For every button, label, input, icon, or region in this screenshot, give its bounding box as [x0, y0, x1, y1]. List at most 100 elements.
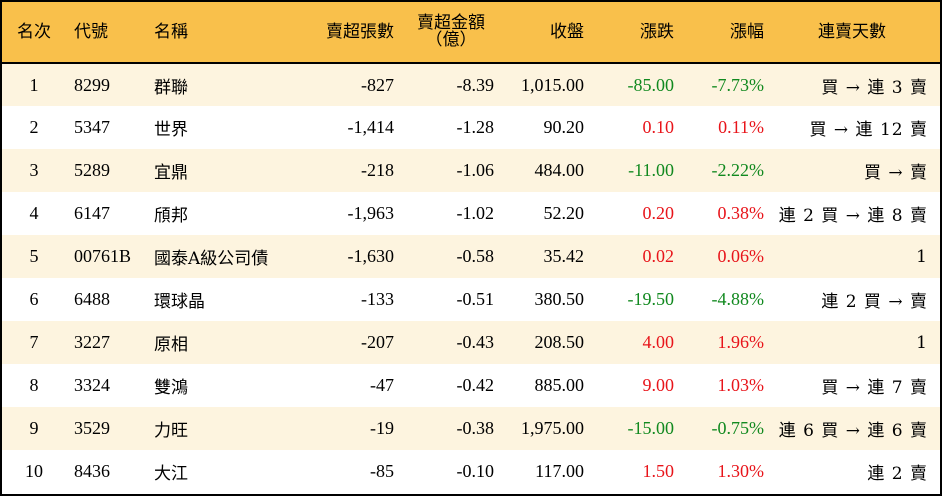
net-sell-lots-cell: -1,414 — [347, 117, 395, 137]
net-sell-amount-cell: -8.39 — [456, 74, 495, 95]
code-cell: 3529 — [74, 418, 110, 438]
net-sell-amount-cell: -1.28 — [456, 117, 495, 137]
net-sell-lots-cell: -85 — [370, 461, 394, 481]
header-name: 名稱 — [154, 21, 188, 42]
header-streak: 連賣天數 — [818, 21, 886, 42]
change-cell: 0.02 — [642, 246, 675, 266]
change-cell: -85.00 — [627, 74, 675, 95]
table-row: 10 8436 大江 -85 -0.10 117.00 1.50 1.30% 連 2 賣 — [2, 450, 940, 493]
rank-cell: 8 — [29, 375, 39, 395]
name-cell: 世界 — [154, 120, 188, 140]
name-cell: 群聯 — [154, 77, 188, 98]
net-sell-amount-cell: -0.51 — [456, 289, 495, 309]
change-pct-cell: 1.30% — [717, 461, 765, 481]
rank-cell: 7 — [29, 332, 39, 352]
header-net-sell-amount: 賣超金額 （億） — [394, 2, 494, 63]
net-sell-amount-cell: -1.02 — [456, 203, 495, 223]
code-cell: 8299 — [74, 74, 110, 95]
code-cell: 00761B — [74, 246, 132, 266]
net-sell-amount-cell: -0.42 — [456, 375, 495, 395]
streak-cell: 連 6 買 → 連 6 賣 — [778, 421, 928, 441]
net-sell-amount-cell: -0.43 — [456, 332, 495, 352]
table-row: 3 5289 宜鼎 -218 -1.06 484.00 -11.00 -2.22% 買 → 賣 — [2, 149, 940, 192]
table-row: 7 3227 原相 -207 -0.43 208.50 4.00 1.96% 1 — [2, 321, 940, 364]
net-sell-lots-cell: -1,963 — [347, 203, 395, 223]
streak-cell: 1 — [916, 332, 928, 353]
streak-cell: 買 → 連 12 賣 — [809, 120, 928, 140]
change-pct-cell: 0.38% — [717, 203, 765, 223]
streak-cell: 連 2 賣 — [867, 464, 928, 484]
net-sell-lots-cell: -47 — [370, 375, 394, 395]
header-net-sell-amount-line2: （億） — [425, 30, 477, 50]
change-pct-cell: 1.96% — [717, 332, 765, 352]
name-cell: 大江 — [154, 464, 188, 484]
net-sell-lots-cell: -1,630 — [347, 246, 395, 266]
change-pct-cell: -0.75% — [711, 418, 765, 438]
header-close: 收盤 — [550, 21, 584, 42]
header-change: 漲跌 — [640, 21, 674, 42]
name-cell: 原相 — [154, 335, 188, 355]
code-cell: 3324 — [74, 375, 110, 395]
rank-cell: 2 — [29, 117, 39, 137]
streak-cell: 連 2 買 → 賣 — [821, 292, 928, 312]
close-price-cell: 1,975.00 — [521, 418, 584, 438]
net-sell-lots-cell: -827 — [361, 74, 394, 95]
change-cell: -15.00 — [627, 418, 675, 438]
header-rank: 名次 — [17, 21, 51, 42]
header-row: 名次 代號 名稱 賣超張數 賣超金額 （億） 收盤 漲跌 漲幅 連賣天數 — [2, 2, 940, 63]
change-cell: -19.50 — [627, 289, 675, 309]
name-cell: 宜鼎 — [154, 163, 188, 183]
net-sell-amount-cell: -0.10 — [456, 461, 495, 481]
close-price-cell: 380.50 — [534, 289, 585, 309]
table-row: 4 6147 頎邦 -1,963 -1.02 52.20 0.20 0.38% 連 2 買 → … — [2, 192, 940, 235]
close-price-cell: 52.20 — [543, 203, 585, 223]
code-cell: 3227 — [74, 332, 110, 352]
code-cell: 6488 — [74, 289, 110, 309]
table-row: 9 3529 力旺 -19 -0.38 1,975.00 -15.00 -0.75% 連 6 買… — [2, 407, 940, 450]
close-price-cell: 484.00 — [534, 160, 585, 180]
streak-cell: 買 → 連 7 賣 — [821, 378, 928, 398]
header-code: 代號 — [74, 21, 108, 42]
change-pct-cell: -2.22% — [711, 160, 765, 180]
streak-cell: 連 2 買 → 連 8 賣 — [778, 206, 928, 226]
change-pct-cell: -4.88% — [711, 289, 765, 309]
table-row: 1 8299 群聯 -827 -8.39 1,015.00 -85.00 -7.73% 買 → … — [2, 63, 940, 106]
code-cell: 5347 — [74, 117, 110, 137]
net-sell-amount-cell: -1.06 — [456, 160, 495, 180]
close-price-cell: 208.50 — [534, 332, 585, 352]
rank-cell: 1 — [29, 74, 39, 95]
rank-cell: 10 — [25, 461, 43, 481]
change-cell: 0.10 — [642, 117, 675, 137]
close-price-cell: 90.20 — [543, 117, 585, 137]
table-body: 1 8299 群聯 -827 -8.39 1,015.00 -85.00 -7.73% 買 → … — [2, 63, 940, 493]
header-net-sell-lots: 賣超張數 — [326, 21, 394, 42]
code-cell: 8436 — [74, 461, 110, 481]
streak-cell: 買 → 連 3 賣 — [821, 77, 928, 98]
close-price-cell: 35.42 — [543, 246, 585, 266]
change-cell: -11.00 — [628, 160, 674, 180]
name-cell: 環球晶 — [154, 292, 205, 312]
header-change-pct: 漲幅 — [730, 21, 764, 42]
name-cell: 頎邦 — [154, 206, 188, 226]
table-header: 名次 代號 名稱 賣超張數 賣超金額 （億） 收盤 漲跌 漲幅 連賣天數 — [2, 2, 940, 63]
name-cell: 雙鴻 — [154, 378, 188, 398]
change-cell: 0.20 — [642, 203, 675, 223]
close-price-cell: 885.00 — [534, 375, 585, 395]
close-price-cell: 117.00 — [535, 461, 584, 481]
change-pct-cell: 1.03% — [717, 375, 765, 395]
header-net-sell-amount-line1: 賣超金額 — [417, 13, 485, 33]
table-row: 5 00761B 國泰A級公司債 -1,630 -0.58 35.42 0.02 0.06% 1 — [2, 235, 940, 278]
change-cell: 4.00 — [642, 332, 675, 352]
name-cell: 國泰A級公司債 — [154, 249, 269, 269]
rank-cell: 6 — [29, 289, 39, 309]
rank-cell: 4 — [29, 203, 39, 223]
name-cell: 力旺 — [154, 421, 188, 441]
change-cell: 1.50 — [642, 461, 675, 481]
streak-cell: 買 → 賣 — [863, 163, 928, 183]
net-sell-amount-cell: -0.38 — [456, 418, 495, 438]
net-sell-lots-cell: -133 — [361, 289, 394, 309]
code-cell: 6147 — [74, 203, 110, 223]
table-row: 8 3324 雙鴻 -47 -0.42 885.00 9.00 1.03% 買 → 連 7 賣 — [2, 364, 940, 407]
net-sell-lots-cell: -218 — [361, 160, 394, 180]
change-pct-cell: -7.73% — [711, 74, 765, 95]
